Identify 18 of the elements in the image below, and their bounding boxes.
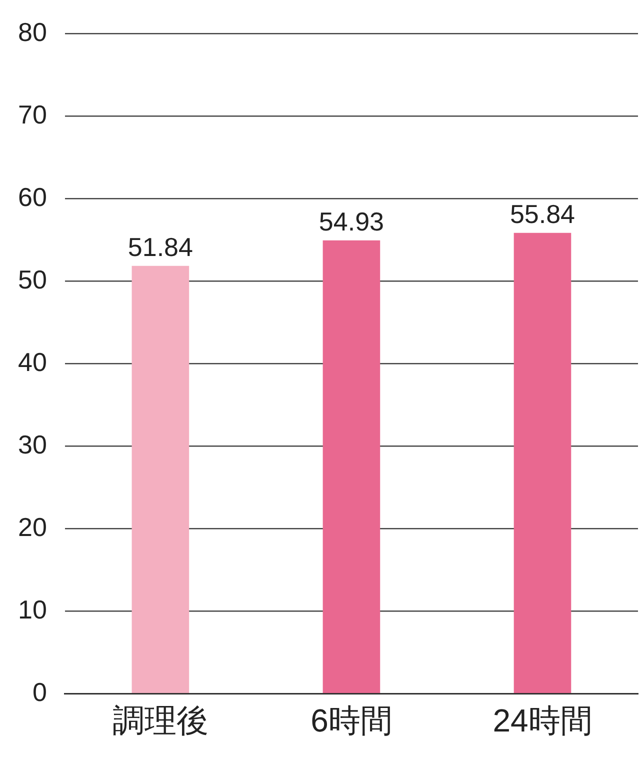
x-tick-label: 6時間 bbox=[310, 702, 392, 739]
y-tick-label: 30 bbox=[18, 429, 47, 460]
y-tick-label: 70 bbox=[18, 99, 47, 130]
y-tick-label: 50 bbox=[18, 264, 47, 294]
y-tick-label: 40 bbox=[18, 346, 47, 377]
data-label: 55.84 bbox=[510, 199, 576, 230]
y-tick-label: 60 bbox=[18, 182, 47, 212]
data-label: 54.93 bbox=[318, 206, 384, 237]
x-tick-label: 24時間 bbox=[492, 702, 592, 739]
bar bbox=[322, 240, 380, 693]
data-label: 51.84 bbox=[128, 232, 193, 262]
y-tick-label: 10 bbox=[18, 594, 47, 624]
bar bbox=[132, 266, 190, 693]
y-tick-label: 0 bbox=[32, 676, 47, 707]
y-tick-label: 80 bbox=[18, 16, 47, 47]
x-tick-label: 調理後 bbox=[112, 702, 208, 739]
y-tick-label: 20 bbox=[18, 512, 47, 542]
bar bbox=[514, 232, 572, 693]
